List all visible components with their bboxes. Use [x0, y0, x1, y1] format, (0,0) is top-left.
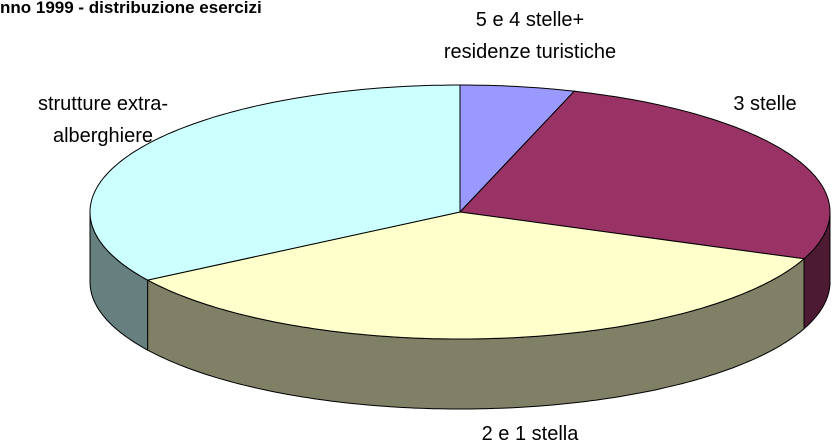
slice [458, 90, 831, 260]
slice-label: 3 stelle [733, 93, 797, 115]
slice [146, 211, 806, 340]
slice [459, 84, 576, 214]
chart-title: nno 1999 - distribuzione esercizi [0, 0, 262, 17]
slice-label: 5 e 4 stelle+ residenze turistiche [443, 9, 617, 63]
slice-label: strutture extra-alberghiere [37, 93, 169, 147]
slice-label: 2 e 1 stella [481, 423, 579, 445]
slice [89, 84, 461, 281]
